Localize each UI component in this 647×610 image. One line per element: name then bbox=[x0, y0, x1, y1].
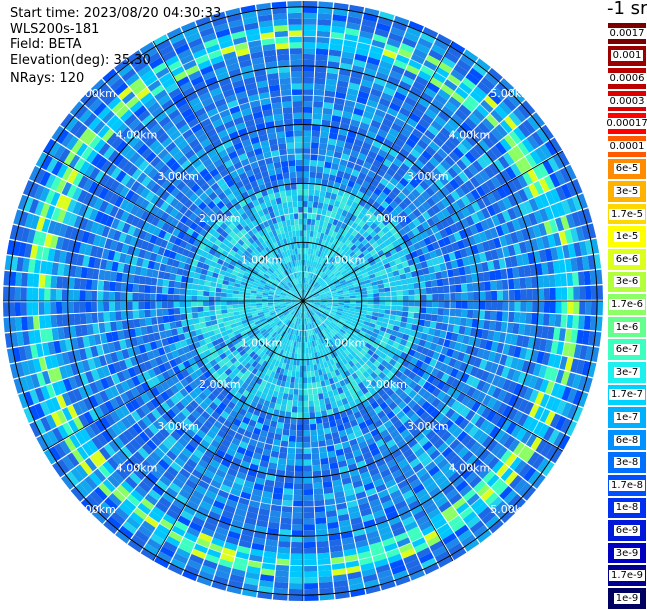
colorbar-entry-label: 6e-9 bbox=[613, 524, 641, 536]
colorbar-entry: 6e-7 bbox=[607, 338, 647, 361]
azimuth-spoke bbox=[42, 150, 304, 302]
ring-label: 3.00km bbox=[157, 170, 199, 183]
colorbar-entry-label: 1.7e-6 bbox=[608, 298, 646, 310]
colorbar-entry: 1e-8 bbox=[607, 496, 647, 520]
colorbar-entry-label: 1e-6 bbox=[613, 321, 641, 333]
colorbar-entry: 3e-6 bbox=[607, 270, 647, 294]
colorbar-entry-label: 0.00017 bbox=[604, 118, 647, 130]
colorbar-entry-label: 0.0017 bbox=[607, 27, 647, 39]
colorbar-entry-label: 0.0003 bbox=[607, 95, 647, 107]
colorbar-entry: 3e-7 bbox=[607, 361, 647, 384]
beta-data-cells bbox=[3, 1, 603, 601]
field-label: Field: BETA bbox=[10, 37, 82, 52]
colorbar-entry: 1e-9 bbox=[607, 587, 647, 610]
ring-label: 4.00km bbox=[116, 129, 158, 142]
ring-label: 4.00km bbox=[449, 461, 491, 474]
colorbar-entry: 6e-8 bbox=[607, 428, 647, 452]
ring-label: 3.00km bbox=[407, 170, 449, 183]
colorbar-entry: 1.7e-5 bbox=[607, 202, 647, 226]
azimuth-spoke bbox=[302, 300, 563, 452]
colorbar-entry-label: 1.7e-9 bbox=[608, 570, 646, 582]
colorbar-entry: 0.0017 bbox=[607, 22, 647, 45]
device-label: WLS200s-181 bbox=[10, 22, 100, 37]
colorbar-entry-label: 1e-5 bbox=[613, 231, 641, 243]
colorbar-entry-label: 1.7e-8 bbox=[608, 479, 646, 491]
nrays-label: NRays: 120 bbox=[10, 71, 85, 86]
colorbar-entry-label: 3e-6 bbox=[613, 276, 641, 288]
start-time-label: Start time: 2023/08/20 04:30:33 bbox=[10, 6, 222, 21]
azimuth-spoke bbox=[302, 150, 563, 302]
colorbar-entry: 0.0006 bbox=[607, 67, 647, 90]
colorbar-entry-label: 1e-7 bbox=[613, 411, 641, 423]
colorbar-entry-label: 6e-8 bbox=[613, 434, 641, 446]
ring-label: 3.00km bbox=[407, 420, 449, 433]
azimuth-spoke bbox=[42, 300, 304, 452]
colorbar-entry: 0.0001 bbox=[607, 135, 647, 158]
colorbar-entry-label: 3e-8 bbox=[613, 457, 641, 469]
ring-label: 2.00km bbox=[199, 212, 241, 225]
azimuth-spoke bbox=[152, 300, 304, 561]
colorbar-entry-label: 1.7e-7 bbox=[608, 389, 646, 401]
colorbar-entry: 1e-6 bbox=[607, 315, 647, 339]
colorbar-entry: 6e-5 bbox=[607, 157, 647, 181]
colorbar-entry-label: 6e-5 bbox=[613, 163, 641, 175]
colorbar-entry: 0.00017 bbox=[604, 112, 647, 135]
colorbar-entry: 1.7e-9 bbox=[607, 564, 647, 587]
colorbar-entry: 1e-5 bbox=[607, 225, 647, 248]
colorbar-entry-label: 0.001 bbox=[610, 50, 644, 62]
ring-label: 2.00km bbox=[365, 212, 407, 225]
azimuth-spoke bbox=[152, 40, 304, 302]
ring-label: 1.00km bbox=[241, 337, 283, 350]
range-labels: 1.00km 1.00km 1.00km 1.00km 2.00km 2.00km 2.00… bbox=[74, 87, 532, 516]
ring-label: 5.00km bbox=[490, 503, 532, 516]
colorbar-entry-label: 1e-8 bbox=[613, 502, 641, 514]
colorbar-title: -1 sr bbox=[607, 0, 647, 19]
colorbar-entry: 1.7e-6 bbox=[607, 293, 647, 316]
colorbar-entry: 3e-9 bbox=[607, 541, 647, 565]
ring-label: 2.00km bbox=[365, 378, 407, 391]
azimuth-spoke bbox=[302, 40, 454, 302]
colorbar-entry-label: 0.0001 bbox=[607, 140, 647, 152]
colorbar-entry-label: 6e-6 bbox=[613, 253, 641, 265]
colorbar-entry: 3e-8 bbox=[607, 451, 647, 474]
colorbar-entry: 1.7e-7 bbox=[607, 383, 647, 407]
colorbar-entry: 0.0003 bbox=[607, 89, 647, 113]
colorbar-entry-label: 0.0006 bbox=[607, 72, 647, 84]
colorbar-entry-label: 1.7e-5 bbox=[608, 208, 646, 220]
ring-label: 5.00km bbox=[74, 503, 116, 516]
colorbar-entry-label: 3e-7 bbox=[613, 366, 641, 378]
ring-label: 1.00km bbox=[241, 253, 283, 266]
ring-label: 4.00km bbox=[449, 129, 491, 142]
colorbar-entry: 6e-9 bbox=[607, 519, 647, 542]
colorbar-entry: 3e-5 bbox=[607, 180, 647, 203]
azimuth-spoke bbox=[302, 300, 454, 561]
colorbar-entry-label: 6e-7 bbox=[613, 344, 641, 356]
range-grid bbox=[3, 1, 603, 601]
ring-label: 2.00km bbox=[199, 378, 241, 391]
colorbar-entry: 6e-6 bbox=[607, 248, 647, 271]
ring-label: 4.00km bbox=[116, 461, 158, 474]
colorbar-entry-label: 3e-5 bbox=[613, 185, 641, 197]
ring-label: 5.00km bbox=[74, 87, 116, 100]
ring-label: 1.00km bbox=[324, 253, 366, 266]
colorbar-entry: 1e-7 bbox=[607, 406, 647, 429]
ring-label: 3.00km bbox=[157, 420, 199, 433]
colorbar-entry-label: 3e-9 bbox=[613, 547, 641, 559]
ring-label: 5.00km bbox=[490, 87, 532, 100]
colorbar-entry: 0.001 bbox=[607, 44, 647, 68]
elevation-label: Elevation(deg): 35.30 bbox=[10, 53, 151, 68]
colorbar-entry-label: 1e-9 bbox=[613, 592, 641, 604]
ring-label: 1.00km bbox=[324, 337, 366, 350]
colorbar-entry: 1.7e-8 bbox=[607, 474, 647, 497]
